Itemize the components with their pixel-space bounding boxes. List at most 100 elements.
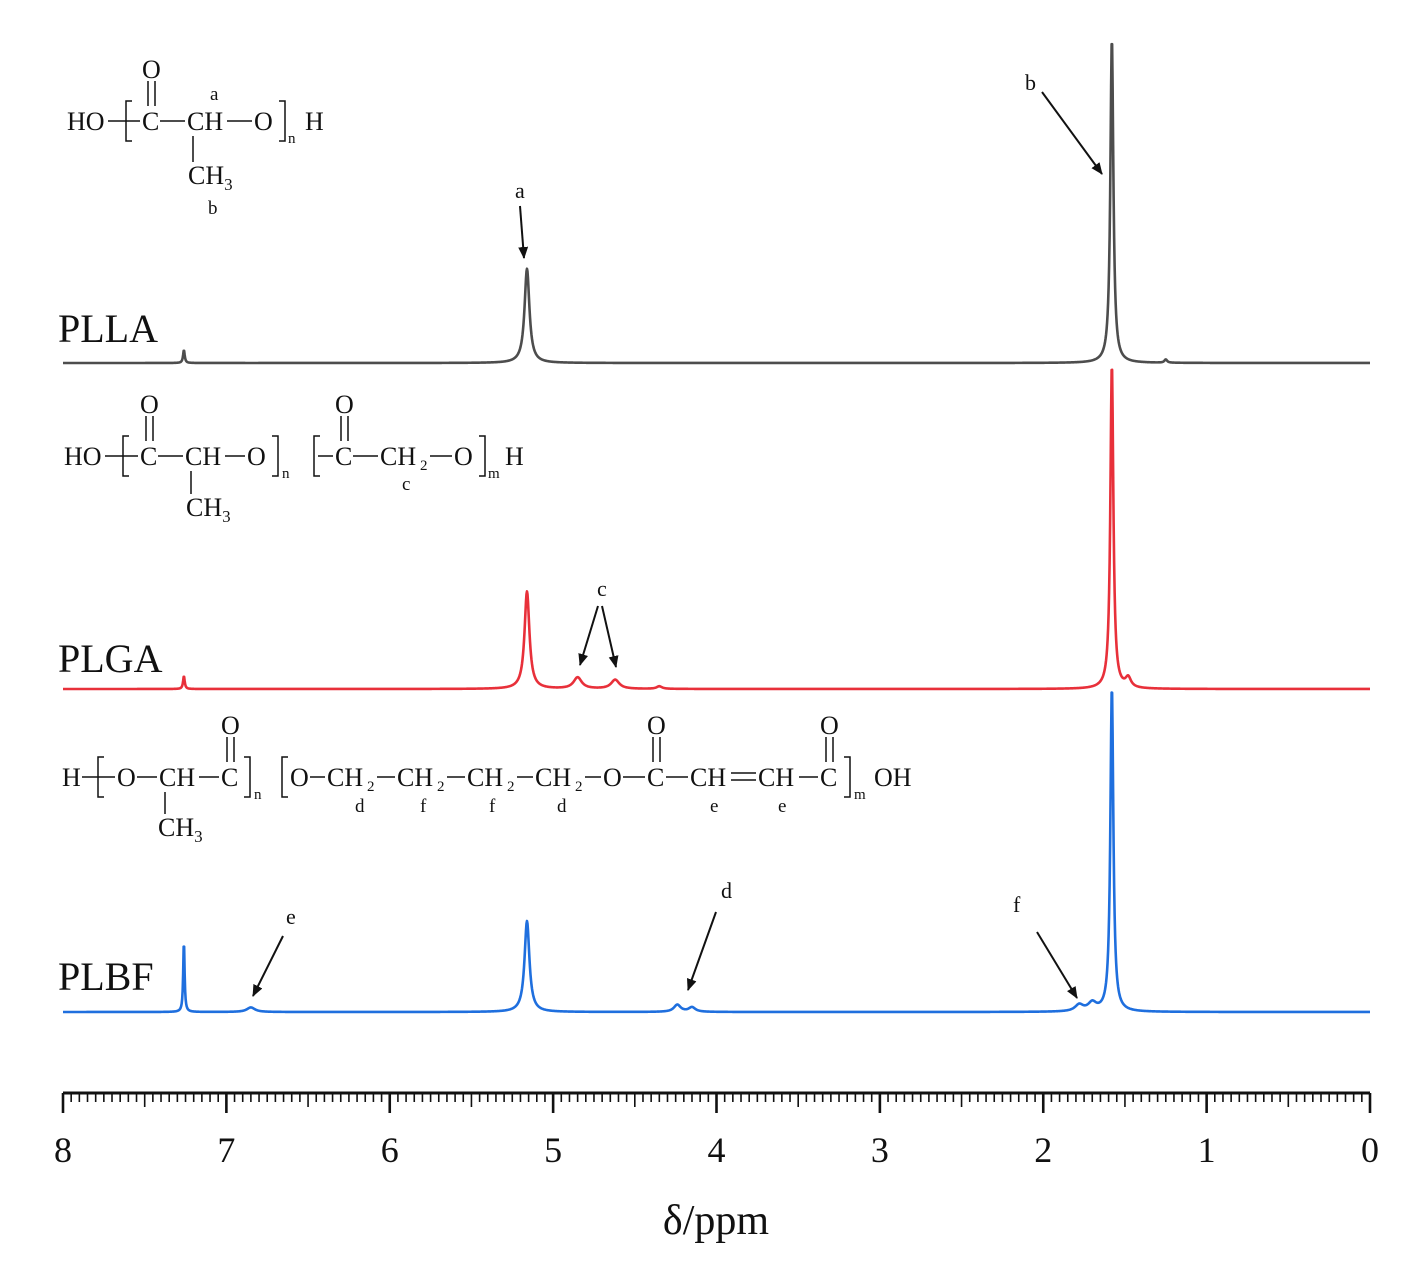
plla-struct-ch: CH bbox=[187, 107, 223, 136]
plla-struct-c: C bbox=[142, 107, 159, 136]
annotation-label-a: a bbox=[515, 178, 525, 203]
plbf-struct-ch2-3: CH bbox=[467, 763, 503, 792]
x-tick-label: 2 bbox=[1034, 1130, 1052, 1170]
plga-struct-o1: O bbox=[247, 442, 266, 471]
plbf-struct-o-top-1: O bbox=[221, 711, 240, 740]
plbf-struct-label-d2: d bbox=[557, 796, 567, 817]
annotation-arrow-f bbox=[1036, 931, 1078, 999]
x-tick-label: 6 bbox=[381, 1130, 399, 1170]
plbf-bracket-1-left bbox=[97, 756, 104, 798]
plbf-struct-ch-e2: CH bbox=[758, 763, 794, 792]
plla-structure: HO C O CH a O n H CH3 b bbox=[67, 55, 324, 219]
annotation-arrow-e bbox=[252, 935, 284, 997]
plbf-struct-m: m bbox=[854, 787, 866, 803]
plbf-struct-label-e2: e bbox=[778, 796, 786, 817]
plbf-struct-ch1: CH bbox=[159, 763, 195, 792]
annotation-label-c: c bbox=[597, 576, 607, 601]
plbf-struct-o2: O bbox=[290, 763, 309, 792]
annotation-label-f: f bbox=[1013, 892, 1021, 917]
annotation-label-e: e bbox=[286, 904, 296, 929]
series-label-plbf: PLBF bbox=[58, 954, 154, 999]
plbf-struct-label-f2: f bbox=[489, 796, 496, 817]
plbf-struct-label-d1: d bbox=[355, 796, 365, 817]
plga-structure: HO C O CH O n C O CH 2 c O m H CH3 bbox=[64, 390, 524, 526]
x-tick-label: 8 bbox=[54, 1130, 72, 1170]
x-axis bbox=[61, 1091, 1372, 1113]
x-tick-label: 4 bbox=[708, 1130, 726, 1170]
plga-struct-side: CH3 bbox=[186, 493, 231, 526]
plga-struct-c1: C bbox=[140, 442, 157, 471]
plbf-struct-side: CH3 bbox=[158, 813, 203, 846]
annotation-arrow-b bbox=[1041, 91, 1103, 175]
plbf-struct-o1: O bbox=[117, 763, 136, 792]
plbf-struct-sub2-2: 2 bbox=[437, 779, 445, 795]
spectrum-line-plga bbox=[62, 368, 1371, 691]
plbf-bracket-1-right bbox=[244, 756, 251, 798]
plbf-bracket-2-left bbox=[281, 756, 288, 798]
spectrum-line-plbf bbox=[62, 691, 1371, 1014]
plla-struct-head: HO bbox=[67, 107, 105, 136]
plbf-struct-head: H bbox=[62, 763, 81, 792]
plga-struct-tail: H bbox=[505, 442, 524, 471]
series-label-plla: PLLA bbox=[58, 306, 158, 351]
plla-bracket-right bbox=[279, 100, 286, 142]
x-tick-label: 1 bbox=[1198, 1130, 1216, 1170]
plla-struct-tail: H bbox=[305, 107, 324, 136]
annotation-group: a b c e d f bbox=[252, 70, 1103, 999]
x-axis-label: δ/ppm bbox=[663, 1198, 769, 1244]
plla-struct-o: O bbox=[254, 107, 273, 136]
plbf-struct-tail: OH bbox=[874, 763, 912, 792]
plla-bracket-left bbox=[125, 100, 132, 142]
plga-struct-o2: O bbox=[454, 442, 473, 471]
annotation-arrow-c2 bbox=[601, 605, 619, 668]
plga-struct-m: m bbox=[488, 466, 500, 482]
plbf-struct-ch-e1: CH bbox=[690, 763, 726, 792]
plbf-struct-label-e1: e bbox=[710, 796, 718, 817]
plbf-struct-sub2-4: 2 bbox=[575, 779, 583, 795]
plga-struct-o-top-2: O bbox=[335, 390, 354, 419]
plbf-struct-sub2-1: 2 bbox=[367, 779, 375, 795]
plla-struct-n: n bbox=[288, 131, 296, 147]
plbf-struct-label-f1: f bbox=[420, 796, 427, 817]
plga-struct-n: n bbox=[282, 466, 290, 482]
plga-struct-ch2: CH bbox=[380, 442, 416, 471]
plla-struct-label-a: a bbox=[210, 84, 219, 105]
plbf-struct-c3: C bbox=[820, 763, 837, 792]
plbf-struct-ch2-2: CH bbox=[397, 763, 433, 792]
plga-bracket-2-left bbox=[313, 435, 320, 477]
plbf-struct-sub2-3: 2 bbox=[507, 779, 515, 795]
plga-struct-sub2: 2 bbox=[420, 458, 428, 474]
plbf-struct-n: n bbox=[254, 787, 262, 803]
spectrum-line-plla bbox=[62, 42, 1371, 365]
spectra-group bbox=[62, 42, 1371, 1014]
plbf-struct-ch2-4: CH bbox=[535, 763, 571, 792]
series-label-plga: PLGA bbox=[58, 636, 163, 681]
plga-struct-o-top-1: O bbox=[140, 390, 159, 419]
plbf-struct-o3: O bbox=[603, 763, 622, 792]
plga-bracket-2-right bbox=[479, 435, 486, 477]
plbf-struct-c1: C bbox=[221, 763, 238, 792]
plbf-struct-o-top-2: O bbox=[647, 711, 666, 740]
plga-bracket-1-right bbox=[272, 435, 279, 477]
annotation-label-d: d bbox=[721, 878, 732, 903]
x-tick-label: 7 bbox=[217, 1130, 235, 1170]
plla-struct-side: CH3 bbox=[188, 161, 233, 194]
x-tick-label: 3 bbox=[871, 1130, 889, 1170]
plbf-struct-o-top-3: O bbox=[820, 711, 839, 740]
plga-bracket-1-left bbox=[122, 435, 129, 477]
plbf-structure: H O CH C O n O CH 2 d CH 2 f CH 2 f CH 2… bbox=[62, 711, 912, 846]
plga-struct-label-c: c bbox=[402, 474, 410, 495]
plla-struct-label-b: b bbox=[208, 198, 218, 219]
plla-struct-o-top: O bbox=[142, 55, 161, 84]
plbf-struct-ch2-1: CH bbox=[327, 763, 363, 792]
annotation-arrow-c1 bbox=[578, 605, 599, 666]
x-tick-label: 0 bbox=[1361, 1130, 1379, 1170]
annotation-arrow-a bbox=[518, 205, 529, 259]
plbf-struct-c2: C bbox=[647, 763, 664, 792]
plga-struct-c2: C bbox=[335, 442, 352, 471]
plga-struct-head: HO bbox=[64, 442, 102, 471]
x-tick-label: 5 bbox=[544, 1130, 562, 1170]
plbf-bracket-2-right bbox=[844, 756, 851, 798]
annotation-arrow-d bbox=[687, 911, 717, 991]
